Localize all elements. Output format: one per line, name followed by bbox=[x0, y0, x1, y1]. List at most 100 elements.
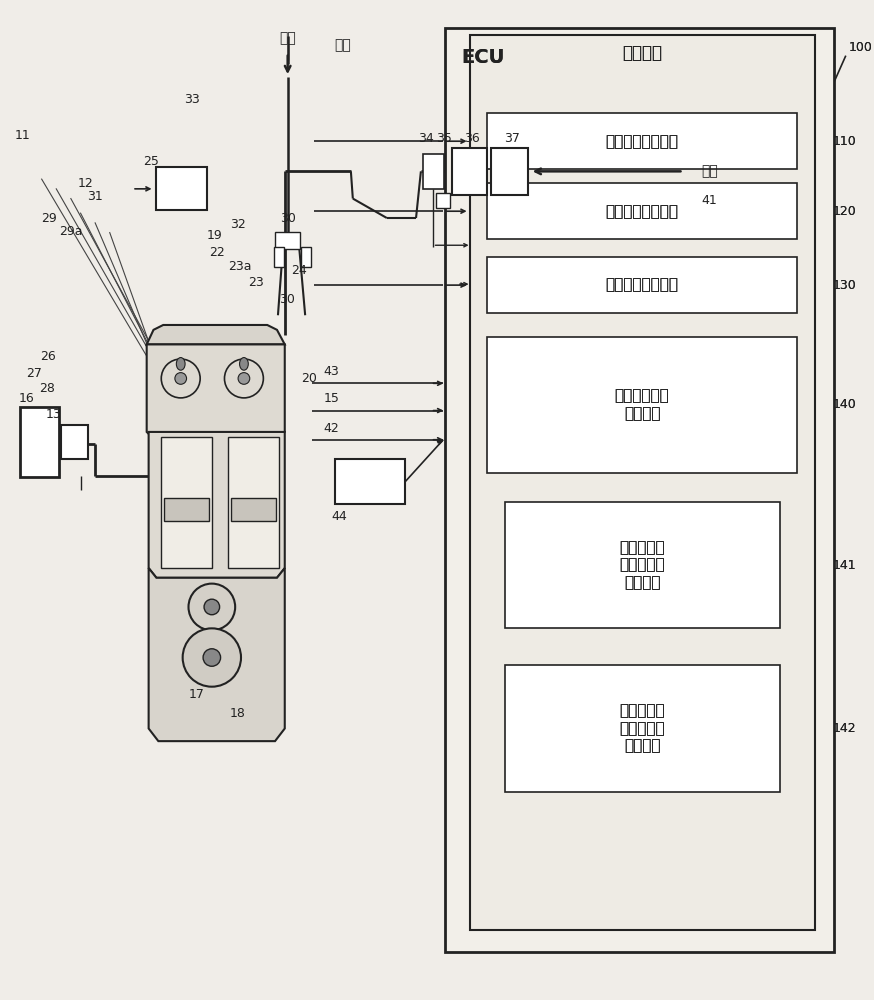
Text: 120: 120 bbox=[832, 205, 856, 218]
Text: 气门打开正时
设定装置: 气门打开正时 设定装置 bbox=[614, 389, 669, 421]
Text: 142: 142 bbox=[832, 722, 856, 735]
Text: 11: 11 bbox=[14, 129, 30, 142]
Text: 44: 44 bbox=[331, 510, 347, 523]
Bar bbox=[61, 425, 88, 459]
Bar bbox=[487, 113, 797, 169]
Circle shape bbox=[175, 373, 186, 384]
Text: 28: 28 bbox=[39, 382, 55, 395]
Text: 20: 20 bbox=[302, 372, 317, 385]
Text: 17: 17 bbox=[188, 688, 205, 701]
Bar bbox=[232, 498, 276, 521]
Text: 充气效率气
门打开正时
计算单元: 充气效率气 门打开正时 计算单元 bbox=[620, 540, 665, 590]
Text: 30: 30 bbox=[280, 212, 295, 225]
Polygon shape bbox=[147, 325, 285, 344]
Text: 100: 100 bbox=[849, 41, 872, 54]
Text: 35: 35 bbox=[436, 132, 452, 145]
Bar bbox=[487, 183, 797, 239]
Circle shape bbox=[238, 373, 250, 384]
Text: 12: 12 bbox=[78, 177, 94, 190]
Text: 进气: 进气 bbox=[701, 164, 718, 178]
Text: 充气效率气
门打开正时
计算单元: 充气效率气 门打开正时 计算单元 bbox=[620, 540, 665, 590]
Circle shape bbox=[203, 649, 220, 666]
Text: 15: 15 bbox=[323, 392, 339, 405]
Text: 控制设备: 控制设备 bbox=[622, 44, 662, 62]
Text: 141: 141 bbox=[832, 559, 856, 572]
Ellipse shape bbox=[177, 358, 185, 370]
Text: 140: 140 bbox=[832, 398, 856, 411]
Text: 34: 34 bbox=[418, 132, 434, 145]
Text: 120: 120 bbox=[832, 205, 856, 218]
Bar bbox=[423, 154, 444, 189]
Text: 容积效率气
门打开正时
计算单元: 容积效率气 门打开正时 计算单元 bbox=[620, 704, 665, 753]
Text: 140: 140 bbox=[832, 398, 856, 411]
Text: 33: 33 bbox=[184, 93, 200, 106]
Text: 18: 18 bbox=[230, 707, 246, 720]
Text: 130: 130 bbox=[832, 279, 856, 292]
Text: 容积效率气
门打开正时
计算单元: 容积效率气 门打开正时 计算单元 bbox=[620, 704, 665, 753]
Text: 22: 22 bbox=[209, 246, 225, 259]
Circle shape bbox=[204, 599, 219, 615]
Bar bbox=[504, 665, 780, 792]
Circle shape bbox=[189, 584, 235, 630]
Text: 32: 32 bbox=[230, 218, 246, 231]
Bar bbox=[302, 247, 311, 267]
Text: 29: 29 bbox=[42, 212, 58, 225]
Bar bbox=[487, 337, 797, 473]
Bar bbox=[156, 167, 207, 210]
Text: 142: 142 bbox=[832, 722, 856, 735]
Text: ECU: ECU bbox=[461, 48, 504, 67]
Bar bbox=[504, 502, 780, 628]
Text: 燃料: 燃料 bbox=[335, 38, 351, 52]
Text: 41: 41 bbox=[701, 194, 717, 207]
Polygon shape bbox=[147, 344, 285, 442]
Text: 24: 24 bbox=[291, 264, 308, 277]
Bar bbox=[274, 247, 284, 267]
Text: 13: 13 bbox=[45, 408, 61, 421]
Text: 控制设备: 控制设备 bbox=[622, 44, 662, 62]
Circle shape bbox=[183, 628, 241, 687]
Text: 容积效率计算装置: 容积效率计算装置 bbox=[606, 278, 678, 293]
Text: 27: 27 bbox=[26, 367, 42, 380]
Bar bbox=[164, 498, 209, 521]
Bar bbox=[491, 148, 528, 195]
Text: 26: 26 bbox=[39, 350, 55, 363]
Text: 110: 110 bbox=[832, 135, 856, 148]
Text: 100: 100 bbox=[849, 41, 872, 54]
Text: 43: 43 bbox=[323, 365, 339, 378]
Text: 30: 30 bbox=[279, 293, 295, 306]
Text: 29a: 29a bbox=[59, 225, 82, 238]
Bar bbox=[452, 148, 487, 195]
Bar bbox=[162, 437, 212, 568]
Bar bbox=[336, 459, 406, 504]
Bar bbox=[275, 232, 301, 249]
Text: 目标扭矩计算装置: 目标扭矩计算装置 bbox=[606, 134, 678, 149]
Text: 25: 25 bbox=[143, 155, 159, 168]
Text: 141: 141 bbox=[832, 559, 856, 572]
Text: 燃料: 燃料 bbox=[280, 31, 296, 45]
Text: 23: 23 bbox=[247, 276, 263, 289]
Text: 37: 37 bbox=[504, 132, 520, 145]
Text: ECU: ECU bbox=[461, 48, 504, 67]
Text: 31: 31 bbox=[87, 190, 103, 203]
Text: 容积效率计算装置: 容积效率计算装置 bbox=[606, 278, 678, 293]
Text: 36: 36 bbox=[465, 132, 481, 145]
Text: 16: 16 bbox=[18, 392, 34, 405]
Text: 目标扭矩计算装置: 目标扭矩计算装置 bbox=[606, 134, 678, 149]
Text: 充气效率计算装置: 充气效率计算装置 bbox=[606, 204, 678, 219]
Bar bbox=[487, 257, 797, 313]
Bar bbox=[436, 193, 450, 208]
Ellipse shape bbox=[239, 358, 248, 370]
Bar bbox=[20, 407, 59, 477]
Bar bbox=[228, 437, 279, 568]
Text: 42: 42 bbox=[323, 422, 339, 435]
Bar bbox=[445, 28, 834, 952]
Bar bbox=[469, 35, 815, 930]
Polygon shape bbox=[469, 154, 483, 189]
Text: 130: 130 bbox=[832, 279, 856, 292]
Text: 充气效率计算装置: 充气效率计算装置 bbox=[606, 204, 678, 219]
Polygon shape bbox=[149, 568, 285, 741]
Text: 19: 19 bbox=[207, 229, 223, 242]
Text: 110: 110 bbox=[832, 135, 856, 148]
Polygon shape bbox=[149, 432, 285, 578]
Text: 23a: 23a bbox=[228, 260, 252, 273]
